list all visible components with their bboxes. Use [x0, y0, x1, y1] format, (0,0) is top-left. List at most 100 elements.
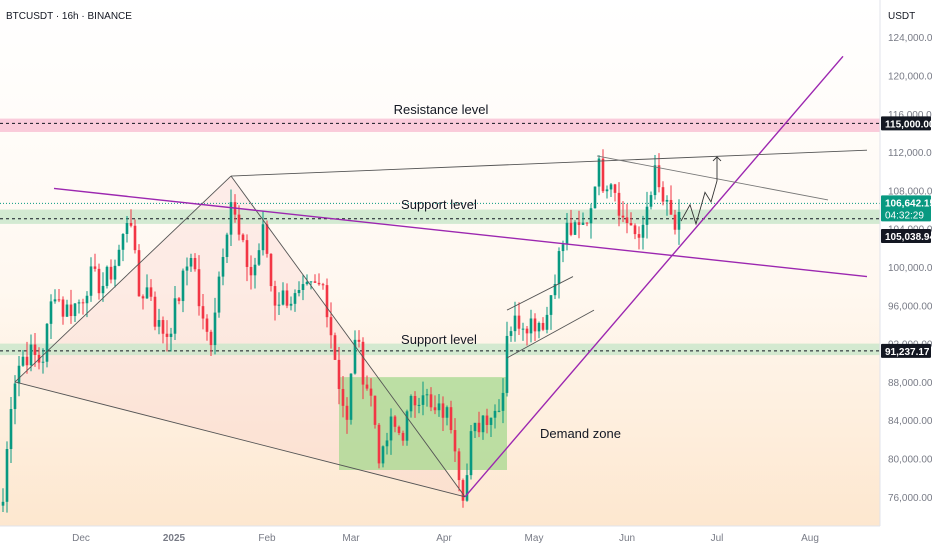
candle-body — [641, 224, 645, 238]
candle-body — [549, 295, 553, 315]
candle-body — [393, 416, 397, 427]
upper-support-price-badge: 105,038.94 — [885, 232, 932, 243]
time-tick: Dec — [72, 533, 90, 544]
countdown-badge: 04:32:29 — [885, 210, 924, 221]
time-tick: Mar — [342, 533, 360, 544]
candle-body — [665, 199, 669, 202]
candle-body — [341, 388, 345, 406]
candle-body — [265, 224, 269, 254]
candle-body — [645, 206, 649, 225]
candle-body — [45, 323, 49, 362]
time-tick: May — [525, 533, 544, 544]
channel-line-lower[interactable] — [506, 309, 595, 359]
candle-body — [369, 388, 373, 396]
candle-body — [349, 373, 353, 420]
candle-body — [113, 265, 117, 280]
time-tick: Feb — [258, 533, 276, 544]
symbol-header[interactable]: BTCUSDT · 16h · BINANCE — [6, 11, 132, 22]
candle-body — [637, 234, 641, 238]
candle-body — [597, 158, 601, 187]
candle-body — [649, 195, 653, 207]
candle-body — [173, 298, 177, 334]
upper-support-price-badge-bg — [881, 228, 931, 243]
current-price-badge-bg — [881, 195, 931, 222]
candle-body — [249, 266, 253, 276]
price-tick: 84,000.00 — [888, 416, 932, 427]
candle-body — [377, 424, 381, 464]
trendline-triangle-upper-right[interactable] — [230, 175, 466, 498]
price-axis-panel[interactable] — [880, 0, 932, 550]
candle-body — [281, 290, 285, 305]
time-tick: Apr — [436, 533, 452, 544]
trendline-purple-descending[interactable] — [53, 187, 868, 278]
trendline-wedge-top[interactable] — [596, 155, 829, 201]
candle-body — [309, 281, 313, 283]
candle-body — [121, 233, 125, 250]
candle-body — [529, 318, 533, 334]
time-tick: Aug — [801, 533, 819, 544]
candle-body — [197, 269, 201, 307]
demand-annotation: Demand zone — [540, 426, 621, 441]
candle-body — [49, 301, 53, 324]
projection-arrow-head — [712, 156, 722, 162]
projection-path[interactable] — [680, 156, 718, 226]
candle-body — [93, 266, 97, 269]
trendline-triangle-lower[interactable] — [14, 381, 466, 498]
candle-body — [389, 416, 393, 441]
candle-body — [29, 344, 33, 366]
candle-body — [481, 415, 485, 433]
candle-body — [213, 312, 217, 346]
candle-body — [85, 295, 89, 304]
candle-body — [457, 451, 461, 481]
candle-body — [161, 320, 165, 334]
candle-body — [553, 284, 557, 296]
time-axis-panel[interactable] — [0, 526, 932, 550]
price-tick: 108,000.00 — [888, 186, 932, 197]
candle-body — [185, 266, 189, 271]
candle-body — [589, 208, 593, 224]
trendline-triangle-upper-left[interactable] — [14, 175, 232, 383]
candle-body — [381, 446, 385, 464]
candle-body — [441, 403, 445, 418]
candle-body — [497, 410, 501, 412]
trendline-channel-top[interactable] — [230, 149, 868, 177]
channel-line-upper[interactable] — [506, 276, 574, 311]
candle-body — [445, 407, 449, 418]
candle-body — [333, 335, 337, 360]
candle-body — [361, 341, 365, 385]
time-tick: 2025 — [163, 533, 186, 544]
candle-body — [205, 318, 209, 332]
candle-body — [141, 296, 145, 299]
resistance-annotation: Resistance level — [394, 102, 489, 117]
candle-body — [337, 359, 341, 389]
candle-body — [653, 165, 657, 196]
candle-body — [401, 432, 405, 441]
candle-body — [585, 222, 589, 224]
candle-body — [9, 409, 13, 450]
candle-body — [105, 266, 109, 286]
candle-body — [449, 407, 453, 431]
candle-body — [525, 328, 529, 334]
candle-body — [153, 296, 157, 327]
candle-body — [385, 440, 389, 447]
candle-body — [437, 403, 441, 411]
candle-body — [557, 251, 561, 285]
time-tick: Jul — [711, 533, 724, 544]
candle-body — [5, 449, 9, 502]
trendline-purple-ascending[interactable] — [464, 55, 844, 498]
time-tick: Jun — [619, 533, 635, 544]
candle-body — [417, 404, 421, 406]
candle-body — [193, 258, 197, 270]
candle-body — [617, 192, 621, 216]
candle-body — [53, 299, 57, 302]
candle-body — [177, 298, 181, 302]
candle-body — [13, 383, 17, 410]
candle-body — [273, 286, 277, 306]
candle-body — [605, 189, 609, 192]
candle-body — [21, 356, 25, 366]
candle-body — [357, 339, 361, 342]
candle-body — [561, 244, 565, 252]
candle-body — [325, 285, 329, 318]
